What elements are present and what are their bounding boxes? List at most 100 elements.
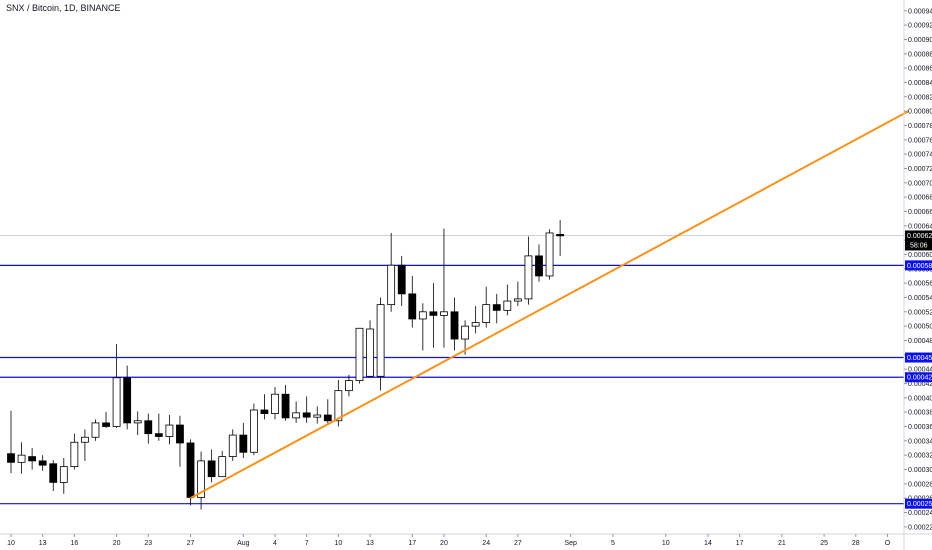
candle-body[interactable] bbox=[144, 420, 153, 435]
candle-body[interactable] bbox=[102, 422, 110, 427]
x-tick-label: 21 bbox=[778, 540, 786, 547]
y-tick-label: 0.0004400 bbox=[908, 367, 932, 374]
y-tick-label: 0.0007200 bbox=[908, 166, 932, 173]
candle-body[interactable] bbox=[556, 233, 565, 237]
candles bbox=[7, 220, 565, 510]
candle-body[interactable] bbox=[81, 436, 89, 443]
candle-body[interactable] bbox=[323, 414, 332, 422]
x-tick-label: Sep bbox=[564, 540, 577, 547]
candle-body[interactable] bbox=[165, 424, 174, 437]
y-tick-label: 0.0006000 bbox=[908, 252, 932, 259]
x-tick-label: 20 bbox=[440, 540, 448, 547]
level-price-badge bbox=[905, 498, 932, 509]
candle-body[interactable] bbox=[440, 311, 448, 316]
x-tick-label: 10 bbox=[662, 540, 670, 547]
candle-body[interactable] bbox=[38, 460, 47, 466]
candle-body[interactable] bbox=[260, 409, 269, 414]
y-tick-label: 0.0003200 bbox=[908, 453, 932, 460]
candle-body[interactable] bbox=[70, 441, 79, 468]
candle-body[interactable] bbox=[397, 264, 406, 295]
last-price-badge bbox=[905, 230, 932, 251]
y-tick-label: 0.0008000 bbox=[908, 109, 932, 116]
candle-body[interactable] bbox=[218, 456, 227, 478]
candle-body[interactable] bbox=[503, 300, 512, 311]
x-tick-label: 27 bbox=[187, 540, 195, 547]
candle-body[interactable] bbox=[197, 460, 205, 498]
x-tick-label: 20 bbox=[113, 540, 121, 547]
candle-body[interactable] bbox=[376, 304, 385, 377]
candle-body[interactable] bbox=[408, 293, 417, 320]
y-tick-label: 0.0008400 bbox=[908, 80, 932, 87]
candle-body[interactable] bbox=[524, 255, 533, 300]
candle-body[interactable] bbox=[461, 325, 469, 340]
candle-body[interactable] bbox=[154, 433, 163, 437]
candle-body[interactable] bbox=[176, 424, 184, 444]
y-tick-label: 0.0003000 bbox=[908, 467, 932, 474]
candle-body[interactable] bbox=[545, 232, 554, 277]
y-tick-label: 0.0002800 bbox=[908, 481, 932, 488]
candle-body[interactable] bbox=[91, 422, 100, 438]
x-tick-label: 23 bbox=[144, 540, 152, 547]
trendline-layer bbox=[190, 110, 910, 500]
candle-body[interactable] bbox=[186, 442, 195, 498]
candle-body[interactable] bbox=[482, 304, 491, 323]
y-tick-label: 0.0007000 bbox=[908, 180, 932, 187]
price-badges: 0.0005848 0.0004562 0.0004287 0.0002523 0.00… bbox=[905, 230, 932, 509]
y-tick-label: 0.0005400 bbox=[908, 295, 932, 302]
x-tick-label: 27 bbox=[514, 540, 522, 547]
y-tick-label: 0.0006800 bbox=[908, 195, 932, 202]
candle-body[interactable] bbox=[59, 466, 68, 483]
candle-body[interactable] bbox=[345, 380, 353, 392]
candle-body[interactable] bbox=[471, 322, 480, 327]
x-tick-label: 25 bbox=[820, 540, 828, 547]
candle-body[interactable] bbox=[429, 311, 438, 316]
candle-body[interactable] bbox=[366, 328, 374, 377]
level-price-label: 0.0004287 bbox=[907, 375, 932, 382]
candle-body[interactable] bbox=[123, 377, 132, 424]
x-tick-label: 17 bbox=[408, 540, 416, 547]
x-tick-label: 24 bbox=[482, 540, 490, 547]
y-tick-label: 0.0009000 bbox=[908, 37, 932, 44]
candle-body[interactable] bbox=[271, 393, 279, 414]
y-tick-label: 0.0006600 bbox=[908, 209, 932, 216]
x-tick-label: 10 bbox=[7, 540, 15, 547]
x-tick-label: Aug bbox=[237, 540, 250, 547]
candle-body[interactable] bbox=[112, 377, 121, 427]
candle-body[interactable] bbox=[313, 414, 322, 418]
candle-body[interactable] bbox=[302, 412, 311, 418]
y-tick-label: 0.0007400 bbox=[908, 152, 932, 159]
last-price-label: 0.0006265 bbox=[907, 233, 932, 240]
candle-body[interactable] bbox=[281, 393, 290, 419]
level-price-badge bbox=[905, 352, 932, 363]
candle-body[interactable] bbox=[334, 390, 343, 422]
candle-body[interactable] bbox=[492, 304, 501, 311]
bar-countdown-label: 58:06 bbox=[910, 242, 928, 249]
candle-body[interactable] bbox=[228, 434, 237, 457]
level-price-label: 0.0005848 bbox=[907, 263, 932, 270]
level-price-label: 0.0004562 bbox=[907, 355, 932, 362]
candle-body[interactable] bbox=[49, 463, 58, 483]
candle-body[interactable] bbox=[418, 311, 427, 320]
y-tick-label: 0.0008600 bbox=[908, 66, 932, 73]
candle-body[interactable] bbox=[239, 434, 248, 453]
candle-body[interactable] bbox=[207, 460, 216, 478]
candle-body[interactable] bbox=[355, 327, 364, 382]
x-tick-label: 10 bbox=[334, 540, 342, 547]
candle-body[interactable] bbox=[7, 453, 15, 463]
candle-body[interactable] bbox=[133, 420, 142, 424]
candle-body[interactable] bbox=[387, 264, 396, 306]
candle-body[interactable] bbox=[292, 412, 301, 419]
candle-body[interactable] bbox=[249, 409, 258, 453]
candle-body[interactable] bbox=[17, 454, 26, 463]
y-tick-label: 0.0005600 bbox=[908, 281, 932, 288]
trendline[interactable] bbox=[190, 110, 910, 500]
x-tick-label: 17 bbox=[736, 540, 744, 547]
y-tick-label: 0.0008200 bbox=[908, 94, 932, 101]
candle-body[interactable] bbox=[450, 311, 459, 340]
candle-body[interactable] bbox=[513, 298, 522, 302]
candle-body[interactable] bbox=[28, 456, 37, 462]
price-axis: 0.0009400 0.0009200 0.0009000 0.0008800 0.00… bbox=[903, 0, 932, 550]
x-tick-label: 7 bbox=[305, 540, 309, 547]
candle-body[interactable] bbox=[535, 255, 543, 277]
